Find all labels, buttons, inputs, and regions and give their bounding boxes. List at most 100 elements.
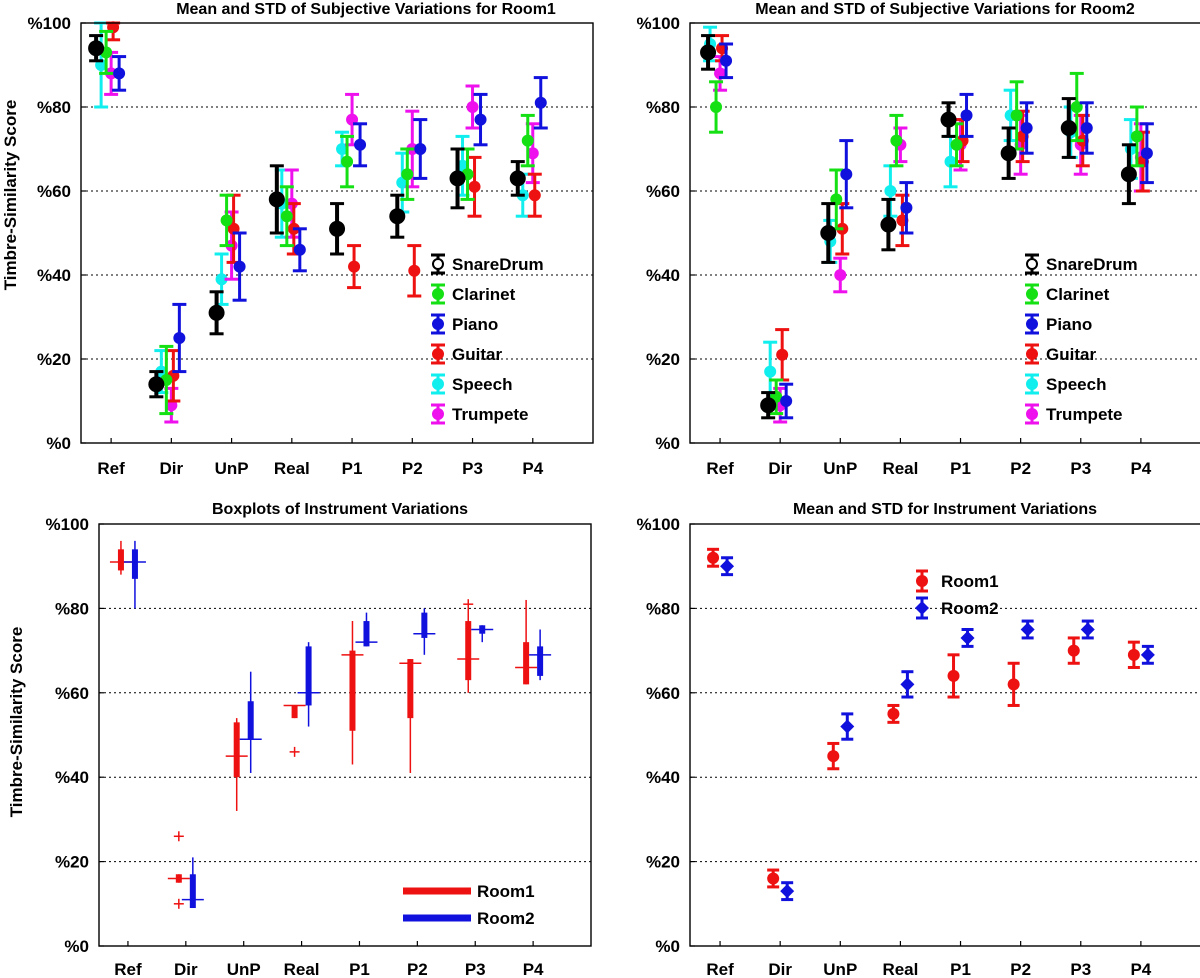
series-room2 [720,556,1155,902]
x-tick-label: Ref [97,459,125,478]
mean-marker [509,170,526,187]
box-iqr [349,650,356,731]
mean-marker [468,180,481,193]
legend-marker [432,408,444,420]
y-tick-label: %0 [655,434,680,453]
mean-marker [233,260,246,273]
legend-item: SnareDrum [431,253,544,275]
axes-frame [98,523,592,947]
y-tick-label: %0 [46,434,71,453]
chart-title: Boxplots of Instrument Variations [212,501,468,518]
legend-marker [915,601,929,615]
axes-frame [689,523,1200,947]
box-iqr [131,549,138,579]
mean-marker [710,101,723,113]
mean-marker [1067,644,1080,657]
x-tick-label: P1 [342,459,363,478]
box-iqr [291,705,298,719]
x-tick-label: Dir [768,960,792,978]
x-tick-label: P3 [462,459,483,478]
legend-label: Clarinet [452,285,516,304]
box-iqr [117,549,124,571]
box-iqr [189,874,196,909]
legend-label: Guitar [1046,345,1096,364]
axes-frame [689,22,1200,444]
x-tick-label: Real [274,459,310,478]
y-tick-label: %80 [646,98,680,117]
mean-marker [1020,122,1033,134]
series-room1 [707,547,1140,889]
mean-marker [521,134,534,147]
mean-marker [720,559,735,574]
legend-item: Guitar [431,343,502,365]
mean-marker [341,155,354,168]
legend-marker [1026,378,1038,390]
series-piano [112,55,548,374]
mean-marker [215,273,228,286]
panel-instrument-mean-std: Mean and STD for Instrument Variations %… [637,501,1200,978]
y-tick-label: %20 [37,350,71,369]
y-tick-label: %20 [55,853,89,872]
x-tick-label: Dir [768,459,792,478]
y-tick-label: %100 [637,515,680,534]
legend-label: Trumpete [1046,405,1123,424]
mean-marker [1127,648,1140,661]
legend-item: Guitar [1025,343,1096,365]
x-tick-label: Dir [160,459,184,478]
mean-marker [720,54,733,67]
legend-label: Piano [452,315,498,334]
mean-marker [700,44,717,61]
legend-label: Room2 [941,599,999,618]
axes-frame [80,22,594,444]
legend-item: Room1 [916,569,999,593]
legend-label: Room1 [941,572,999,591]
x-tick-label: P3 [1070,459,1091,478]
mean-marker [268,191,285,208]
mean-marker [1140,647,1155,662]
legend-item: Speech [431,373,512,395]
mean-marker [173,332,186,344]
legend-item: Room1 [403,882,535,901]
mean-marker [780,395,793,407]
legend-item: Trumpete [431,403,529,425]
x-tick-label: P2 [1010,960,1031,978]
mean-marker [528,189,541,202]
y-axis-label: Timbre-Similarity Score [7,627,26,818]
y-tick-label: %60 [55,684,89,703]
series-trumpete [713,55,1148,424]
y-axis-label: Timbre-Similarity Score [1,100,20,291]
x-tick-label: Ref [114,960,142,978]
mean-marker [1140,147,1153,160]
legend-marker [1026,288,1038,300]
legend-item: Room2 [915,596,999,620]
x-tick-label: Ref [706,459,734,478]
x-tick-label: P3 [1070,960,1091,978]
x-tick-label: P3 [465,960,486,978]
mean-marker [840,719,855,734]
mean-marker [767,872,780,885]
x-tick-label: P1 [349,960,370,978]
box-iqr [233,722,240,778]
mean-marker [1120,166,1137,183]
legend-item: SnareDrum [1025,253,1138,275]
legend-label: SnareDrum [452,255,544,274]
y-tick-label: %60 [646,684,680,703]
y-tick-label: %100 [46,515,89,534]
box-iqr [247,701,254,740]
mean-marker [534,96,547,109]
mean-marker [820,225,837,241]
legend-label: Guitar [452,345,502,364]
mean-marker [401,168,414,181]
mean-marker [880,216,897,233]
mean-marker [900,201,913,214]
x-tick-label: P1 [950,459,971,478]
x-tick-label: P4 [522,459,543,478]
legend-item: Piano [1025,313,1092,335]
mean-marker [960,630,975,645]
mean-marker [764,365,777,378]
legend-marker [432,318,444,330]
series-snaredrum [88,34,526,399]
mean-marker [840,168,853,181]
mean-marker [1080,122,1093,134]
